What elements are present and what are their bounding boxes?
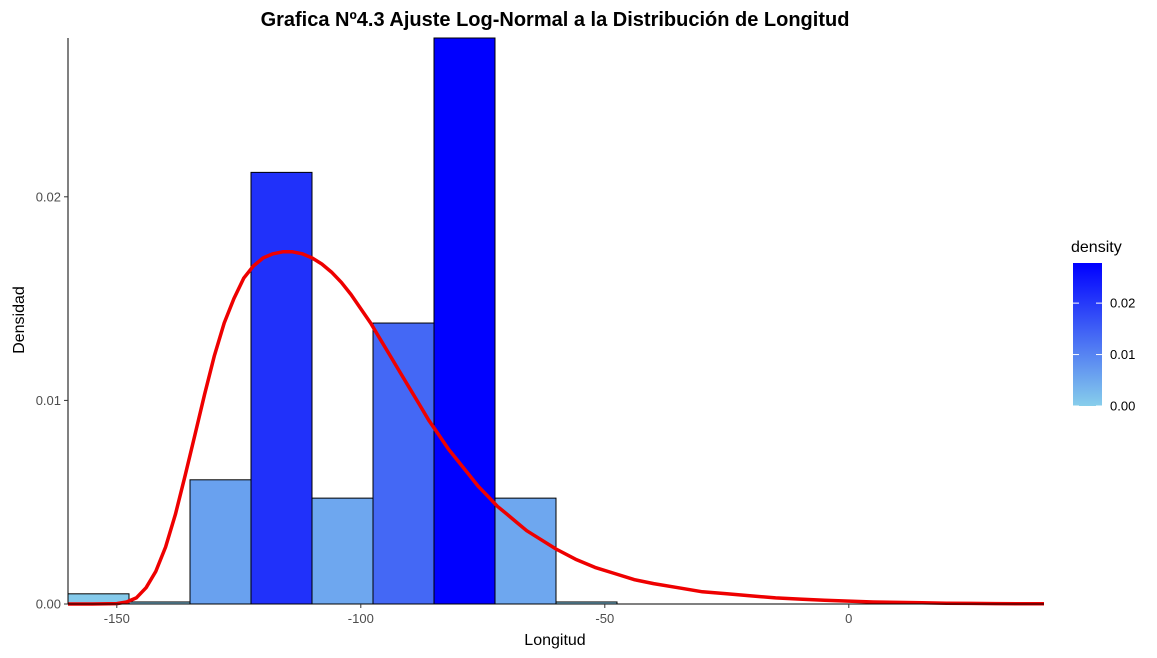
histogram-bar-2 xyxy=(189,479,252,605)
y-tick-label-1: 0.01 xyxy=(36,393,61,408)
histogram-bar-4 xyxy=(311,497,374,605)
chart-title: Grafica Nº4.3 Ajuste Log-Normal a la Dis… xyxy=(261,9,850,31)
legend-tick-label-0: 0.00 xyxy=(1110,399,1135,414)
legend-colorbar xyxy=(1073,263,1102,406)
y-tick-label-0: 0.00 xyxy=(36,597,61,612)
x-tick-label-1: -100 xyxy=(348,611,374,626)
histogram-bar-3 xyxy=(250,171,313,605)
x-axis-title: Longitud xyxy=(524,632,585,649)
histogram-bar-0 xyxy=(68,593,130,605)
histogram-bars xyxy=(68,37,618,605)
histogram-bar-6 xyxy=(433,37,496,605)
y-axis-title: Densidad xyxy=(11,286,28,354)
legend-tick-label-1: 0.01 xyxy=(1110,347,1135,362)
histogram-bar-7 xyxy=(494,497,557,605)
x-tick-label-3: 0 xyxy=(845,611,852,626)
fitted-curve-group xyxy=(68,250,1044,606)
plot-area: -150 -100 -50 0 0.00 0.01 0.02 xyxy=(36,37,1044,626)
histogram-bar-5 xyxy=(372,322,435,605)
fitted-curve-line xyxy=(68,250,1044,606)
legend-title: density xyxy=(1071,239,1122,256)
x-tick-label-2: -50 xyxy=(595,611,614,626)
legend: density 0.00 0.01 0.02 xyxy=(1071,239,1135,414)
x-tick-label-0: -150 xyxy=(104,611,130,626)
legend-tick-label-2: 0.02 xyxy=(1110,296,1135,311)
y-tick-label-2: 0.02 xyxy=(36,189,61,204)
